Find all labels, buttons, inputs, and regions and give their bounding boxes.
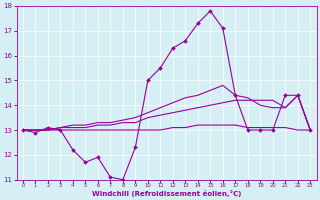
X-axis label: Windchill (Refroidissement éolien,°C): Windchill (Refroidissement éolien,°C) xyxy=(92,190,241,197)
